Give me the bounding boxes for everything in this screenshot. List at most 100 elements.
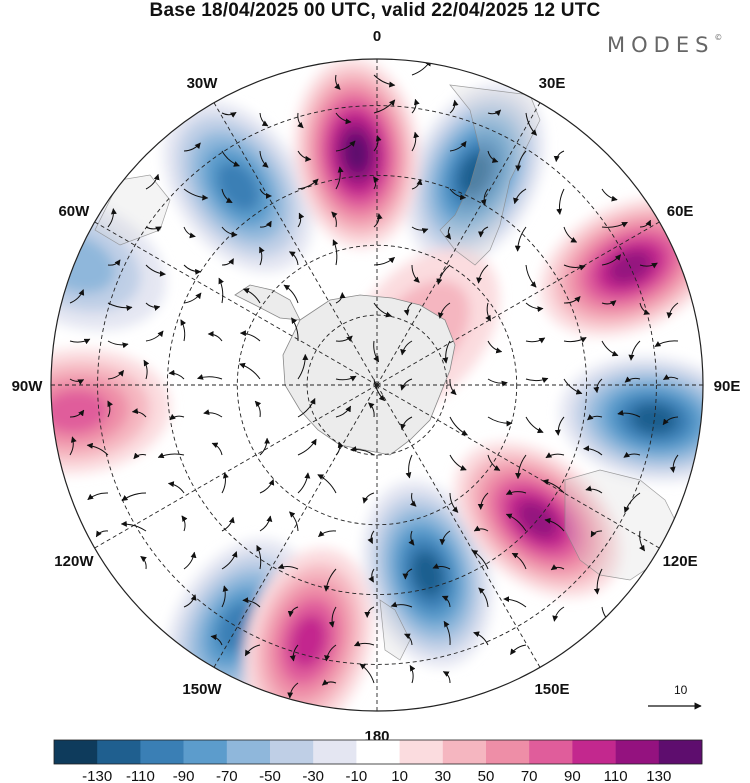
wind-arrow xyxy=(259,188,272,199)
wind-arrow xyxy=(287,682,299,699)
wind-arrow xyxy=(449,454,467,471)
wind-arrow xyxy=(400,378,413,391)
wind-arrow xyxy=(254,400,262,418)
wind-arrow xyxy=(297,112,304,129)
wind-arrow xyxy=(140,555,147,570)
anomaly-contour xyxy=(458,152,493,196)
wind-arrow xyxy=(335,166,344,190)
longitude-label: 30W xyxy=(187,75,219,92)
wind-arrow xyxy=(373,176,380,190)
colorbar-frame xyxy=(53,739,703,765)
wind-arrow xyxy=(335,140,356,152)
wind-arrow xyxy=(525,377,549,384)
wind-arrow xyxy=(324,644,337,662)
wind-arrow xyxy=(207,330,223,342)
wind-arrow xyxy=(318,530,337,537)
wind-arrow xyxy=(107,370,124,380)
wind-arrow xyxy=(505,489,527,495)
wind-arrow xyxy=(221,585,229,608)
wind-arrow xyxy=(183,594,197,608)
wind-arrow xyxy=(593,568,603,595)
continent-outlines xyxy=(94,84,681,661)
colorbar-swatch xyxy=(97,740,141,764)
wind-arrow xyxy=(145,173,160,190)
wind-arrow xyxy=(259,112,269,127)
longitude-label: 90W xyxy=(12,378,44,395)
wind-arrow xyxy=(331,211,338,228)
colorbar-tick-label: 30 xyxy=(434,768,451,783)
wind-arrow xyxy=(487,378,508,387)
wind-arrow xyxy=(107,208,117,228)
wind-arrow xyxy=(221,258,234,266)
wind-arrow xyxy=(445,226,452,240)
wind-arrow xyxy=(487,109,502,116)
wind-arrow xyxy=(563,296,581,304)
wind-arrow xyxy=(666,302,679,319)
colorbar-swatch xyxy=(270,740,314,764)
wind-arrow xyxy=(587,414,603,421)
wind-arrow xyxy=(525,112,538,136)
wind-arrow xyxy=(601,254,621,266)
colorbar-swatch xyxy=(183,740,228,764)
meridian-line xyxy=(376,384,541,668)
wind-arrow xyxy=(297,150,312,162)
wind-arrow xyxy=(167,481,185,494)
wind-arrow xyxy=(69,378,85,385)
wind-arrow xyxy=(221,188,233,204)
longitude-label: 90E xyxy=(714,378,741,395)
wind-arrow xyxy=(368,402,375,418)
wind-arrow xyxy=(183,188,209,201)
wind-arrow xyxy=(525,416,544,434)
wind-arrow xyxy=(373,74,396,88)
wind-arrow xyxy=(373,99,396,114)
wind-arrow xyxy=(335,112,352,125)
wind-arrow xyxy=(639,219,651,228)
brand-logo: MODES© xyxy=(607,33,722,57)
wind-arrow xyxy=(511,552,527,570)
colorbar-swatch xyxy=(658,740,703,764)
wind-arrow xyxy=(239,330,261,342)
wind-arrow xyxy=(297,212,305,228)
colorbar-tick-label: 10 xyxy=(391,768,408,783)
wind-arrow xyxy=(367,530,375,544)
wind-arrow xyxy=(545,452,565,459)
wind-arrow xyxy=(552,606,565,622)
wind-arrow xyxy=(402,568,413,580)
colorbar-swatch xyxy=(572,740,616,764)
wind-arrow xyxy=(133,452,147,460)
new-zealand-outline xyxy=(379,599,411,661)
wind-arrow xyxy=(183,264,202,275)
wind-arrow xyxy=(297,398,316,418)
wind-arrow xyxy=(408,530,415,546)
wind-arrow xyxy=(297,472,311,494)
reference-vector-label: 10 xyxy=(674,683,688,697)
wind-arrow xyxy=(317,474,337,494)
wind-arrow xyxy=(335,375,357,382)
wind-arrow xyxy=(515,150,527,172)
wind-arrow xyxy=(218,277,224,304)
wind-arrow xyxy=(601,188,618,202)
wind-arrow xyxy=(332,239,339,266)
wind-arrow xyxy=(623,451,641,458)
wind-arrow xyxy=(373,213,383,228)
meridian-line xyxy=(376,384,660,549)
wind-arrow xyxy=(335,335,353,342)
longitude-label: 30E xyxy=(539,75,566,92)
colorbar-swatch xyxy=(486,740,530,764)
wind-arrow xyxy=(513,188,527,205)
wind-arrow xyxy=(471,549,489,570)
wind-arrow xyxy=(145,264,166,277)
colorbar-swatch xyxy=(54,740,98,764)
meridian-line xyxy=(94,384,378,549)
colorbar-swatch xyxy=(356,740,400,764)
wind-arrow xyxy=(95,530,109,538)
anomaly-center xyxy=(559,356,703,482)
wind-arrow xyxy=(373,302,392,318)
wind-arrow xyxy=(259,246,265,266)
colorbar-swatch xyxy=(399,740,444,764)
colorbar-tick-label: 50 xyxy=(478,768,495,783)
colorbar-tick-label: 110 xyxy=(604,768,628,783)
wind-arrow xyxy=(585,485,603,494)
